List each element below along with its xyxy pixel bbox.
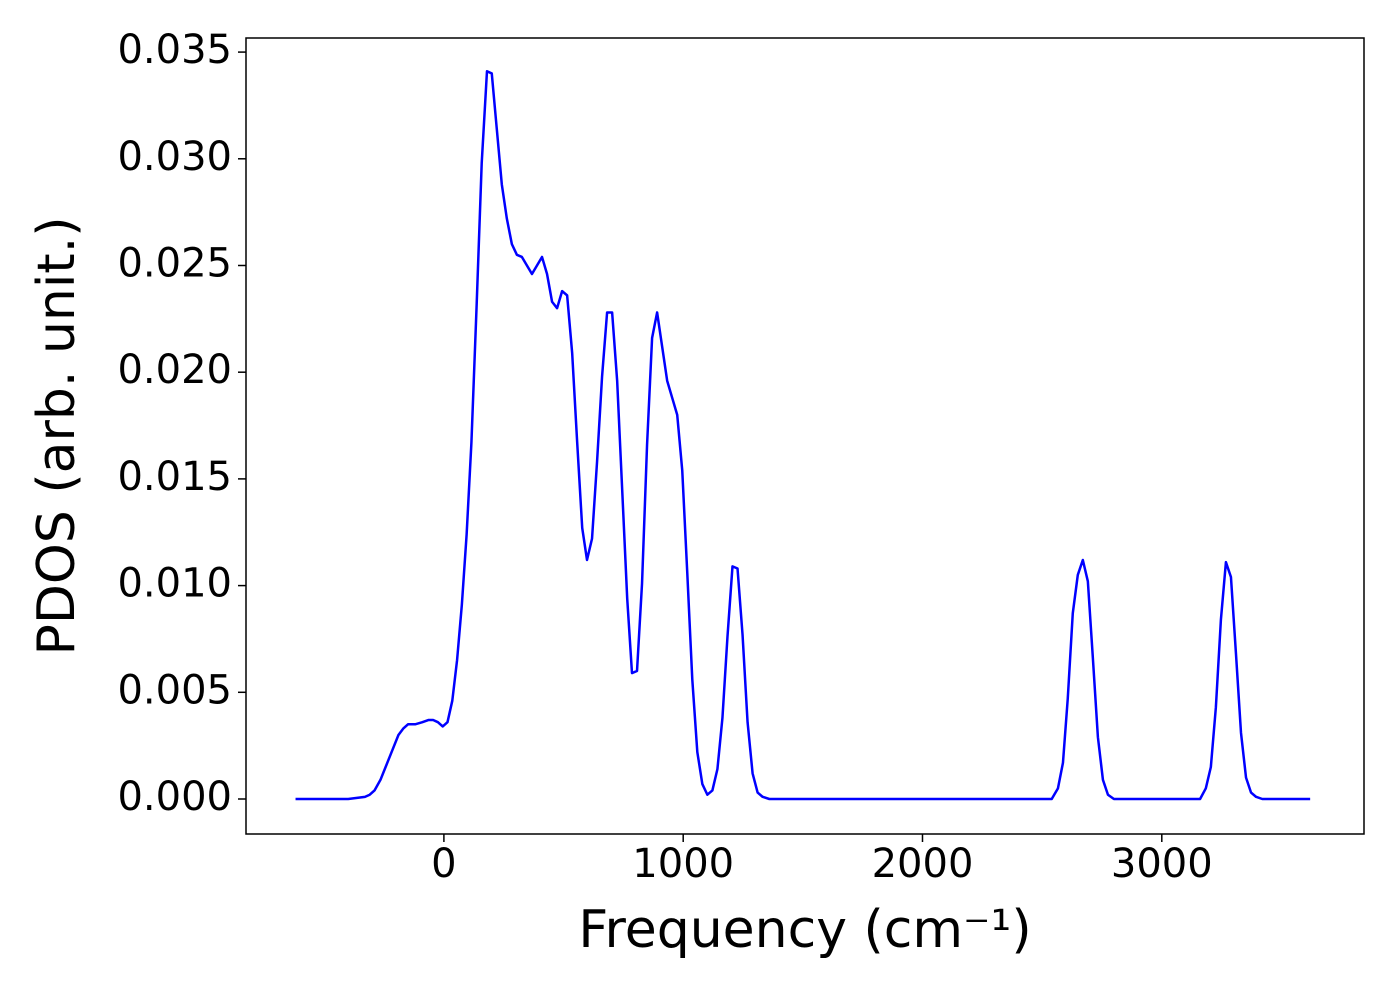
x-tick-label: 1000 — [632, 841, 734, 887]
y-tick-label: 0.000 — [117, 774, 232, 820]
y-tick-label: 0.035 — [117, 27, 232, 73]
y-tick-label: 0.005 — [117, 667, 232, 713]
y-tick-label: 0.015 — [117, 454, 232, 500]
y-axis-label: PDOS (arb. unit.) — [27, 216, 87, 655]
y-tick-label: 0.025 — [117, 240, 232, 286]
y-tick-label: 0.030 — [117, 134, 232, 180]
x-tick-label: 0 — [431, 841, 456, 887]
x-tick-label: 3000 — [1111, 841, 1213, 887]
x-axis-label: Frequency (cm⁻¹) — [578, 900, 1031, 960]
y-tick-label: 0.010 — [117, 561, 232, 607]
y-tick-label: 0.020 — [117, 347, 232, 393]
x-tick-label: 2000 — [872, 841, 974, 887]
line — [295, 70, 1311, 801]
plot-frame — [245, 37, 1365, 835]
